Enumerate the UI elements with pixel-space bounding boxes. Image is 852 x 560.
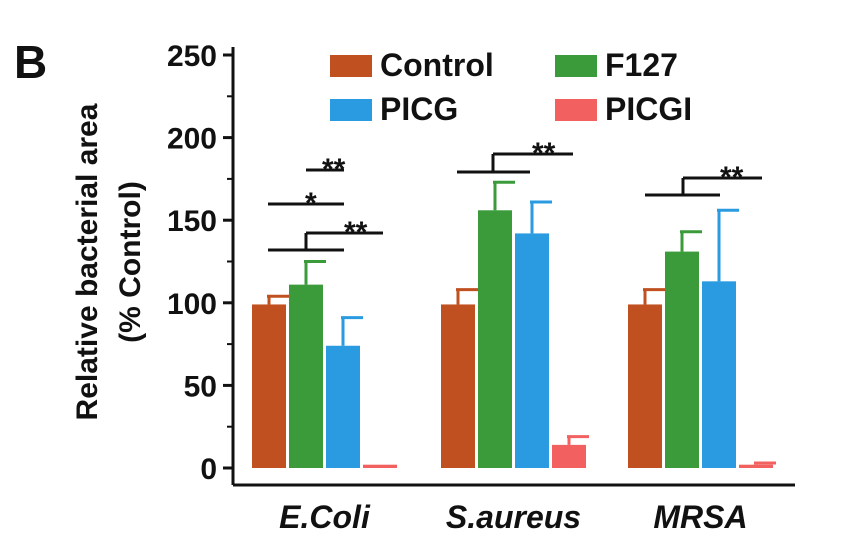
bar-F127-S.aureus [478, 210, 512, 468]
bar-Control-MRSA [628, 304, 662, 468]
y-axis-label: Relative bacterial area (% Control) [71, 103, 147, 420]
legend-item-PICG: PICG [330, 91, 458, 127]
x-tick-label-0: E.Coli [279, 499, 371, 535]
legend-swatch-PICGI [555, 99, 597, 121]
bar-PICGI-MRSA [739, 464, 773, 468]
y-tick-label-1: 50 [184, 370, 217, 403]
y-tick-label-2: 100 [167, 288, 217, 321]
bar-PICG-MRSA [702, 281, 736, 468]
bar-PICG-S.aureus [515, 233, 549, 468]
significance-bracket-4: ** [645, 161, 762, 197]
significance-bracket-3: ** [457, 137, 573, 174]
significance-bracket-0: ** [306, 153, 346, 186]
legend-swatch-Control [330, 55, 372, 77]
legend-swatch-F127 [555, 55, 597, 77]
legend-swatch-PICG [330, 99, 372, 121]
significance-bracket-1: * [268, 187, 344, 220]
y-axis-label-line-1: Relative bacterial area [71, 103, 104, 420]
y-tick-label-4: 200 [167, 123, 217, 156]
y-axis-label-line-2: (% Control) [114, 181, 147, 343]
y-tick-label-5: 250 [167, 40, 217, 73]
x-tick-label-2: MRSA [653, 499, 747, 535]
significance-label-3: ** [532, 137, 556, 170]
bar-PICGI-S.aureus [552, 444, 586, 468]
significance-label-2: ** [344, 216, 368, 249]
y-tick-label-3: 150 [167, 205, 217, 238]
bar-F127-E.Coli [289, 284, 323, 468]
bar-PICGI-E.Coli [363, 464, 397, 468]
legend-label-F127: F127 [605, 47, 678, 83]
bar-F127-MRSA [665, 251, 699, 468]
significance-label-1: * [305, 187, 317, 220]
significance-label-4: ** [720, 161, 744, 194]
panel-label: B [14, 36, 47, 88]
legend-label-PICGI: PICGI [605, 91, 692, 127]
significance-bracket-2: ** [268, 216, 383, 252]
y-tick-label-0: 0 [200, 453, 217, 486]
significance-label-0: ** [322, 153, 346, 186]
legend-label-PICG: PICG [380, 91, 458, 127]
x-tick-label-1: S.aureus [446, 499, 581, 535]
legend-item-F127: F127 [555, 47, 678, 83]
bar-PICG-E.Coli [326, 345, 360, 468]
legend-item-PICGI: PICGI [555, 91, 692, 127]
legend-label-Control: Control [380, 47, 494, 83]
legend-item-Control: Control [330, 47, 494, 83]
bar-Control-S.aureus [441, 304, 475, 468]
bar-Control-E.Coli [252, 304, 286, 468]
